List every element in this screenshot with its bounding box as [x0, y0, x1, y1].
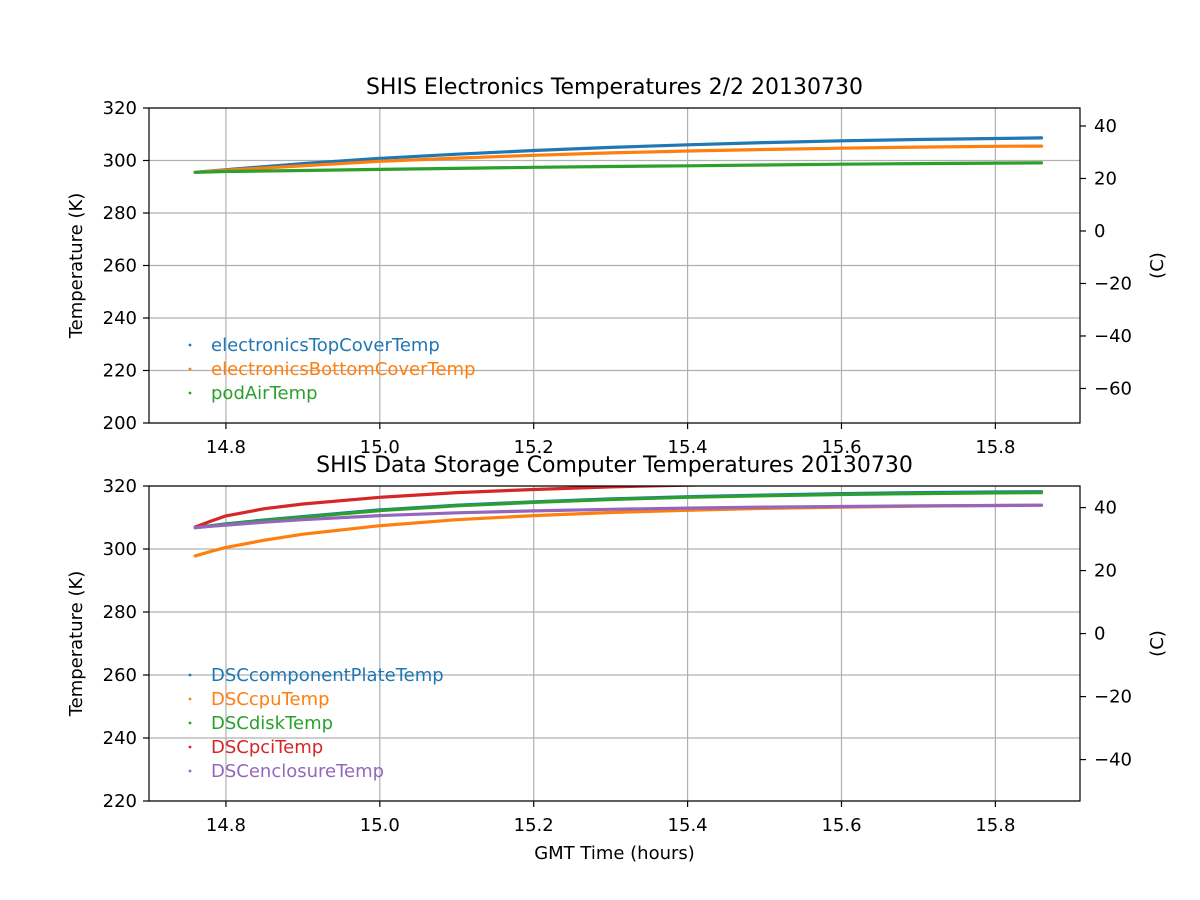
legend-marker: [188, 367, 192, 371]
y-right-tick-label: −60: [1094, 378, 1132, 399]
x-tick-label: 15.4: [668, 437, 708, 458]
legend-marker: [188, 769, 192, 773]
y-tick-label: 280: [103, 203, 137, 224]
x-tick-label: 15.2: [514, 815, 554, 836]
legend-marker: [188, 721, 192, 725]
chart-1: 14.8 15.0 15.2 15.4 15.6 15.82002202402602803…: [66, 75, 1168, 458]
y-axis-label: Temperature (K): [66, 193, 87, 340]
y-tick-label: 320: [103, 98, 137, 119]
legend-marker: [188, 673, 192, 677]
series-line-electronicsTopCoverTemp: [193, 136, 1044, 174]
chart-title: SHIS Data Storage Computer Temperatures …: [316, 453, 913, 478]
y-right-tick-label: 0: [1094, 221, 1105, 242]
y-right-tick-label: −40: [1094, 326, 1132, 347]
plot-frame: [148, 485, 1081, 802]
series-line-DSCpciTemp: [193, 486, 722, 529]
legend-marker: [188, 745, 192, 749]
legend-entry: DSCpciTemp: [211, 737, 323, 758]
legend-entry: electronicsBottomCoverTemp: [211, 359, 476, 380]
legend-marker: [188, 343, 192, 347]
x-tick-label: 15.6: [821, 815, 861, 836]
y-right-tick-label: 0: [1094, 624, 1105, 645]
y-tick-label: 220: [103, 791, 137, 812]
legend-marker: [188, 391, 192, 395]
y-right-tick-label: 20: [1094, 561, 1117, 582]
x-tick-label: 15.2: [514, 437, 554, 458]
x-tick-label: 14.8: [206, 437, 246, 458]
y-tick-label: 260: [103, 665, 137, 686]
series-line-podAirTemp: [193, 161, 1044, 174]
legend-entry: electronicsTopCoverTemp: [211, 335, 440, 356]
y-right-tick-label: 20: [1094, 168, 1117, 189]
series-line-DSCenclosureTemp: [193, 503, 1044, 530]
x-tick-label: 15.0: [360, 815, 400, 836]
x-tick-label: 15.6: [821, 437, 861, 458]
y-right-tick-label: −20: [1094, 687, 1132, 708]
y-right-tick-label: −20: [1094, 273, 1132, 294]
y-tick-label: 320: [103, 476, 137, 497]
x-tick-label: 14.8: [206, 815, 246, 836]
x-tick-label: 15.8: [975, 437, 1015, 458]
y-tick-label: 300: [103, 151, 137, 172]
y-tick-label: 200: [103, 413, 137, 434]
x-tick-label: 15.4: [668, 815, 708, 836]
series-line-electronicsBottomCoverTemp: [193, 144, 1044, 174]
legend-entry: DSCenclosureTemp: [211, 761, 384, 782]
x-axis-label: GMT Time (hours): [534, 843, 695, 864]
y-tick-label: 240: [103, 728, 137, 749]
x-tick-label: 15.0: [360, 437, 400, 458]
chart-2: 14.8 15.0 15.2 15.4 15.6 15.8 220 240 260 280 300 3…: [66, 453, 1168, 864]
x-tick-label: 15.8: [975, 815, 1015, 836]
y-right-axis-label: (C): [1147, 252, 1168, 279]
y-right-tick-label: 40: [1094, 498, 1117, 519]
y-tick-label: 260: [103, 256, 137, 277]
y-tick-label: 240: [103, 308, 137, 329]
y-axis-label: Temperature (K): [66, 571, 87, 718]
legend-marker: [188, 697, 192, 701]
plot-area: [149, 486, 1080, 801]
y-tick-label: 280: [103, 602, 137, 623]
y-right-tick-label: 40: [1094, 116, 1117, 137]
y-tick-label: 300: [103, 539, 137, 560]
plot-frame: [148, 107, 1081, 424]
chart-title: SHIS Electronics Temperatures 2/2 201307…: [366, 75, 863, 100]
legend-entry: podAirTemp: [211, 383, 318, 404]
y-tick-label: 220: [103, 361, 137, 382]
y-right-axis-label: (C): [1147, 630, 1168, 657]
legend-entry: DSCcpuTemp: [211, 689, 330, 710]
y-right-tick-label: −40: [1094, 750, 1132, 771]
legend-entry: DSCdiskTemp: [211, 713, 333, 734]
legend-entry: DSCcomponentPlateTemp: [211, 665, 444, 686]
